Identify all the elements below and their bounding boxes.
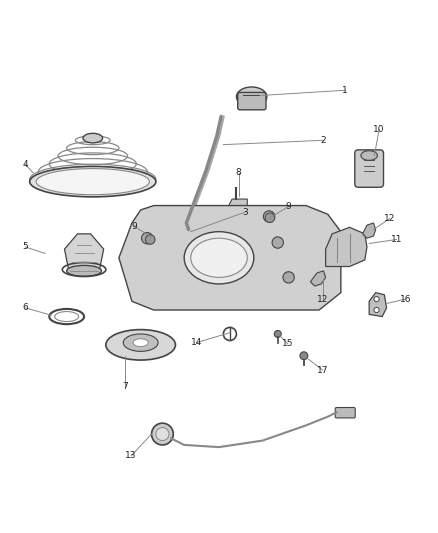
Ellipse shape (83, 133, 102, 143)
Text: 6: 6 (22, 303, 28, 312)
FancyBboxPatch shape (355, 150, 384, 187)
FancyBboxPatch shape (178, 223, 199, 240)
Ellipse shape (55, 312, 79, 321)
Text: 10: 10 (374, 125, 385, 134)
Circle shape (272, 237, 283, 248)
Ellipse shape (67, 265, 102, 276)
Ellipse shape (184, 232, 254, 284)
Text: 13: 13 (125, 451, 137, 461)
Circle shape (265, 213, 275, 223)
Circle shape (283, 272, 294, 283)
Circle shape (152, 423, 173, 445)
Ellipse shape (30, 166, 156, 197)
Polygon shape (64, 234, 104, 275)
Text: 17: 17 (317, 366, 328, 375)
Text: 8: 8 (236, 168, 241, 177)
Text: 9: 9 (131, 222, 137, 231)
FancyBboxPatch shape (335, 408, 355, 418)
Text: 9: 9 (286, 202, 292, 211)
Circle shape (156, 427, 169, 441)
Text: 15: 15 (282, 340, 293, 349)
Ellipse shape (133, 339, 148, 346)
Text: 3: 3 (242, 207, 248, 216)
Ellipse shape (106, 329, 176, 360)
FancyBboxPatch shape (238, 92, 266, 110)
Ellipse shape (361, 151, 378, 160)
Ellipse shape (237, 87, 267, 107)
Ellipse shape (191, 238, 247, 277)
Polygon shape (311, 271, 325, 286)
Text: 1: 1 (343, 86, 348, 95)
Text: 12: 12 (384, 214, 395, 223)
Text: 12: 12 (317, 295, 328, 304)
Ellipse shape (123, 334, 158, 351)
Circle shape (263, 211, 275, 222)
Circle shape (300, 352, 308, 360)
Text: 5: 5 (22, 243, 28, 252)
Circle shape (374, 296, 379, 302)
Circle shape (274, 330, 281, 337)
Circle shape (145, 235, 155, 244)
Polygon shape (369, 293, 387, 317)
Ellipse shape (36, 168, 149, 195)
Polygon shape (226, 199, 247, 216)
Polygon shape (325, 228, 367, 266)
Text: 14: 14 (191, 338, 202, 347)
Text: 16: 16 (399, 295, 411, 304)
Circle shape (374, 308, 379, 313)
Polygon shape (182, 238, 191, 262)
Polygon shape (119, 206, 341, 310)
Circle shape (141, 232, 153, 244)
Text: 11: 11 (391, 235, 403, 244)
Text: 4: 4 (22, 160, 28, 169)
Text: 7: 7 (123, 382, 128, 391)
Polygon shape (363, 223, 376, 238)
Text: 2: 2 (321, 136, 326, 145)
